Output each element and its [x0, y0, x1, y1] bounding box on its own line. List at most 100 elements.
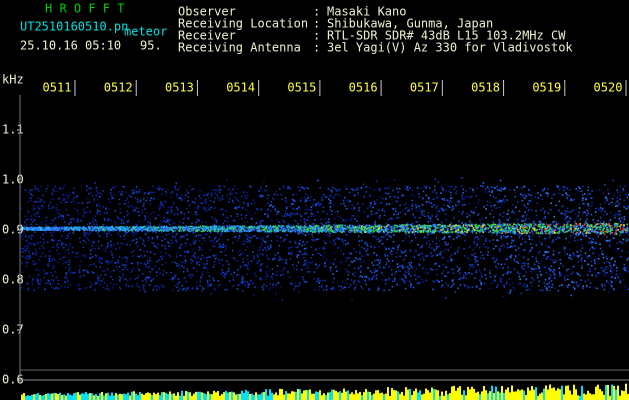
noise-pixel [624, 227, 627, 229]
noise-pixel [119, 235, 122, 238]
noise-pixel [303, 221, 306, 224]
noise-pixel [181, 243, 183, 245]
noise-pixel [571, 199, 574, 202]
noise-pixel [482, 235, 484, 238]
noise-pixel [161, 220, 163, 222]
noise-pixel [429, 243, 431, 246]
noise-pixel [318, 281, 320, 284]
noise-pixel [540, 260, 543, 262]
noise-pixel [241, 207, 244, 209]
noise-pixel [122, 185, 124, 188]
noise-pixel [426, 185, 428, 188]
noise-pixel [324, 218, 326, 220]
noise-pixel [182, 230, 185, 233]
noise-pixel [587, 223, 590, 226]
noise-pixel [208, 204, 210, 207]
noise-pixel [584, 221, 587, 224]
noise-pixel [571, 224, 574, 227]
noise-pixel [311, 213, 314, 215]
noise-pixel [493, 216, 495, 218]
noise-pixel [336, 190, 338, 192]
noise-pixel [333, 224, 335, 226]
noise-pixel [164, 200, 166, 203]
noise-pixel [583, 193, 586, 195]
noise-pixel [558, 271, 561, 273]
noise-pixel [337, 193, 339, 196]
noise-pixel [271, 287, 273, 289]
noise-pixel [463, 248, 465, 250]
noise-pixel [357, 279, 360, 281]
noise-pixel [338, 246, 340, 248]
noise-pixel [149, 271, 151, 273]
noise-pixel [389, 251, 392, 254]
noise-pixel [496, 239, 498, 241]
noise-pixel [523, 185, 526, 188]
noise-pixel [369, 230, 371, 232]
noise-pixel [186, 189, 188, 192]
noise-pixel [525, 195, 527, 197]
noise-pixel [418, 207, 420, 210]
noise-pixel [107, 217, 109, 220]
noise-pixel [194, 211, 197, 214]
noise-pixel [47, 241, 49, 244]
noise-pixel [193, 242, 195, 245]
noise-pixel [170, 196, 173, 198]
noise-pixel [251, 217, 253, 220]
noise-pixel [116, 261, 118, 263]
noise-pixel [492, 221, 494, 224]
noise-pixel [274, 207, 276, 210]
noise-pixel [199, 197, 201, 199]
noise-pixel [484, 191, 487, 193]
noise-pixel [188, 204, 191, 206]
noise-pixel [363, 211, 365, 213]
noise-pixel [174, 235, 177, 237]
noise-pixel [118, 276, 120, 278]
noise-pixel [588, 249, 591, 252]
noise-pixel [354, 218, 356, 220]
noise-pixel [129, 277, 131, 280]
noise-pixel [269, 245, 271, 247]
noise-pixel [62, 263, 65, 265]
noise-pixel [293, 267, 296, 269]
noise-pixel [369, 270, 372, 272]
noise-pixel [98, 277, 101, 280]
noise-pixel [483, 268, 486, 271]
noise-pixel [619, 234, 621, 236]
noise-pixel [542, 218, 545, 220]
noise-pixel [584, 280, 587, 283]
noise-pixel [382, 274, 385, 277]
noise-pixel [210, 249, 212, 251]
noise-pixel [175, 239, 177, 242]
noise-pixel [469, 196, 472, 199]
noise-pixel [573, 198, 575, 201]
noise-pixel [147, 262, 149, 264]
noise-pixel [563, 189, 565, 192]
noise-pixel [463, 198, 465, 201]
noise-pixel [20, 287, 23, 289]
noise-pixel [91, 221, 94, 223]
noise-pixel [62, 230, 65, 232]
noise-pixel [428, 246, 430, 248]
noise-pixel [568, 220, 570, 223]
noise-pixel [126, 243, 128, 246]
noise-pixel [79, 241, 81, 244]
noise-pixel [158, 259, 161, 261]
noise-pixel [523, 262, 525, 265]
noise-pixel [93, 263, 95, 265]
noise-pixel [616, 197, 619, 199]
noise-pixel [124, 231, 127, 234]
noise-pixel [388, 289, 390, 291]
noise-pixel [549, 208, 552, 211]
noise-pixel [385, 222, 388, 224]
noise-pixel [261, 236, 264, 239]
noise-pixel [184, 259, 187, 262]
noise-pixel [55, 209, 58, 211]
noise-pixel [253, 272, 256, 275]
noise-pixel [403, 203, 406, 206]
noise-pixel [130, 271, 133, 274]
noise-pixel [196, 281, 198, 284]
noise-pixel [447, 185, 450, 188]
noise-pixel [606, 236, 608, 238]
noise-pixel [467, 257, 469, 259]
noise-pixel [594, 262, 596, 265]
